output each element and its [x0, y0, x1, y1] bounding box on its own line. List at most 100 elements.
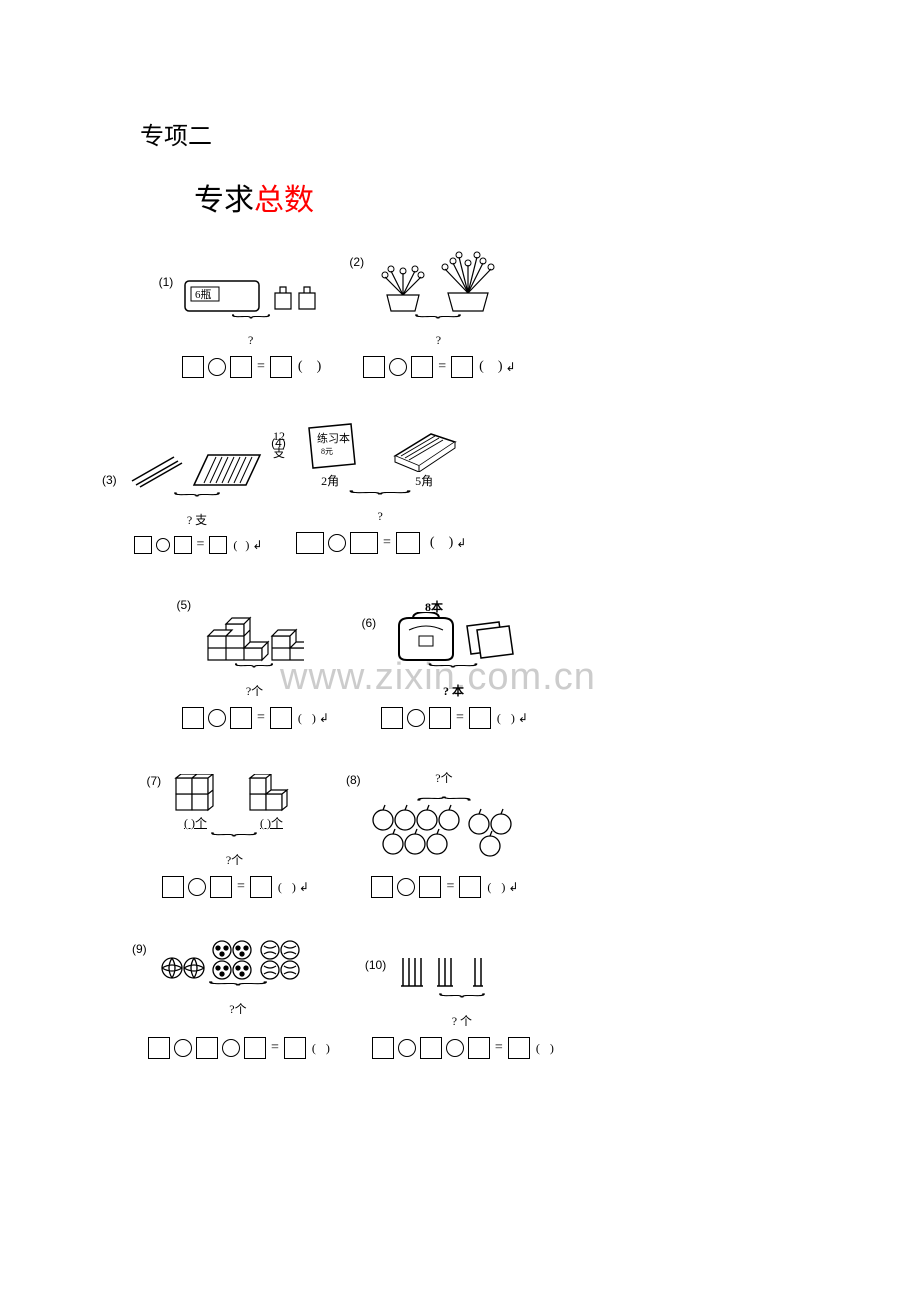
cube-group-icon	[172, 774, 218, 814]
title-highlight: 总数	[254, 184, 314, 217]
input-box[interactable]	[134, 536, 152, 554]
input-box[interactable]	[296, 532, 324, 554]
cursor-icon: ↲	[506, 360, 516, 375]
input-box[interactable]	[350, 532, 378, 554]
input-box[interactable]	[270, 356, 292, 378]
brace-icon: ︸	[208, 986, 269, 996]
input-box[interactable]	[284, 1037, 306, 1059]
paren-close: )	[245, 538, 249, 553]
input-box[interactable]	[210, 876, 232, 898]
ink-bottle-icon	[271, 283, 295, 313]
equals: =	[456, 710, 464, 726]
input-box[interactable]	[381, 707, 403, 729]
price-b: 5角	[389, 472, 459, 489]
input-box[interactable]	[363, 356, 385, 378]
problem-2: (2) ︸? =()↲	[361, 247, 515, 378]
input-box[interactable]	[371, 876, 393, 898]
paren-close: )	[501, 880, 505, 895]
input-box[interactable]	[270, 707, 292, 729]
operator-circle[interactable]	[156, 538, 170, 552]
brace-icon: ︸	[438, 998, 486, 1008]
brace-icon: ︷	[416, 790, 472, 800]
input-box[interactable]	[230, 707, 252, 729]
input-box[interactable]	[469, 707, 491, 729]
equation: =()↲	[160, 876, 309, 898]
equation: = ()	[146, 1037, 330, 1059]
brace-question: ?	[243, 333, 259, 348]
brace-icon: ︸	[231, 319, 271, 329]
problem-8: (8) ?个 ︷ =()↲	[369, 769, 519, 898]
balls-icon	[158, 938, 318, 980]
input-box[interactable]	[451, 356, 473, 378]
input-box[interactable]	[162, 876, 184, 898]
paren-open: (	[487, 880, 491, 895]
equals: =	[438, 359, 446, 375]
paren-open: (	[430, 535, 435, 551]
input-box[interactable]	[372, 1037, 394, 1059]
equation: =()↲	[132, 536, 263, 554]
pen-box-icon	[190, 445, 264, 491]
problem-number: (3)	[102, 473, 117, 487]
operator-circle[interactable]	[208, 709, 226, 727]
problem-4: (4) 练习本8元 2角 5角 ︸? =()↲	[294, 422, 466, 554]
paren-open: (	[233, 538, 237, 553]
input-box[interactable]	[209, 536, 227, 554]
input-box[interactable]	[459, 876, 481, 898]
operator-circle[interactable]	[389, 358, 407, 376]
input-box[interactable]	[508, 1037, 530, 1059]
cursor-icon: ↲	[252, 538, 262, 553]
input-box[interactable]	[182, 707, 204, 729]
paren-open: (	[479, 359, 484, 375]
equals: =	[446, 879, 454, 895]
paren-close: )	[292, 880, 296, 895]
equation: =()↲	[180, 707, 329, 729]
input-box[interactable]	[244, 1037, 266, 1059]
cubes-icon	[204, 598, 304, 662]
operator-circle[interactable]	[398, 1039, 416, 1057]
ink-box-icon: 6瓶	[183, 275, 271, 313]
problem-number: (5)	[176, 598, 191, 612]
input-box[interactable]	[468, 1037, 490, 1059]
paren-open: (	[497, 711, 501, 726]
input-box[interactable]	[182, 356, 204, 378]
cursor-icon: ↲	[508, 880, 518, 895]
operator-circle[interactable]	[188, 878, 206, 896]
title-prefix: 专求	[194, 184, 254, 217]
input-box[interactable]	[250, 876, 272, 898]
operator-circle[interactable]	[397, 878, 415, 896]
input-box[interactable]	[429, 707, 451, 729]
problem-number: (10)	[365, 958, 386, 972]
input-box[interactable]	[411, 356, 433, 378]
count-label: ( )个	[172, 814, 218, 831]
input-box[interactable]	[174, 536, 192, 554]
paren-close: )	[550, 1041, 554, 1056]
input-box[interactable]	[148, 1037, 170, 1059]
equals: =	[271, 1040, 279, 1056]
equals: =	[257, 359, 265, 375]
operator-circle[interactable]	[446, 1039, 464, 1057]
cursor-icon: ↲	[319, 711, 329, 726]
problem-number: (2)	[349, 255, 364, 269]
operator-circle[interactable]	[208, 358, 226, 376]
operator-circle[interactable]	[407, 709, 425, 727]
paren-close: )	[326, 1041, 330, 1056]
input-box[interactable]	[230, 356, 252, 378]
operator-circle[interactable]	[328, 534, 346, 552]
operator-circle[interactable]	[222, 1039, 240, 1057]
paren-open: (	[312, 1041, 316, 1056]
paren-open: (	[536, 1041, 540, 1056]
paren-open: (	[298, 359, 303, 375]
input-box[interactable]	[196, 1037, 218, 1059]
page-title: 专求总数	[194, 175, 780, 219]
brace-icon: ︸	[210, 837, 258, 847]
operator-circle[interactable]	[174, 1039, 192, 1057]
input-box[interactable]	[420, 1037, 442, 1059]
problem-number: (7)	[146, 774, 161, 788]
flower-pot-icon	[373, 253, 433, 313]
input-box[interactable]	[396, 532, 420, 554]
section-label: 专项二	[140, 116, 780, 151]
bag-icon	[389, 612, 463, 662]
top-label: ?个	[374, 769, 514, 786]
input-box[interactable]	[419, 876, 441, 898]
equation: = ()↲	[369, 876, 518, 898]
